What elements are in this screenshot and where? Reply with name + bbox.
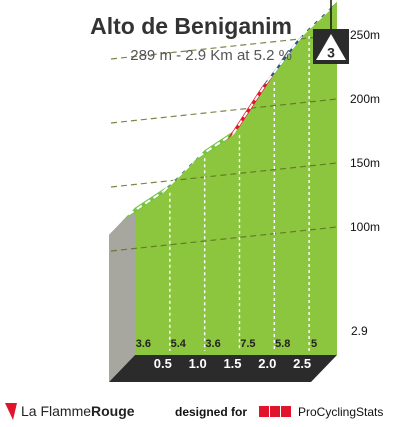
gradient-segment xyxy=(261,27,310,88)
segment-centre-line xyxy=(127,190,164,216)
segment-gradient-label: 3.6 xyxy=(205,338,220,350)
total-distance-label: 2.9 xyxy=(351,324,368,338)
y-tick-label: 100m xyxy=(350,220,380,234)
grid-line xyxy=(110,162,338,188)
distance-label: 2.0 xyxy=(258,356,276,371)
climb-stats: 289 m - 2.9 Km at 5.2 % xyxy=(130,47,292,64)
segment-centre-line xyxy=(197,133,234,158)
distance-label: 2.5 xyxy=(293,356,311,371)
profile-marks xyxy=(110,0,338,351)
pcs-logo-icon xyxy=(259,406,291,417)
distance-label: 0.5 xyxy=(154,356,172,371)
segment-gradient-label: 3.6 xyxy=(136,338,151,350)
logo-text-left: La Flamme xyxy=(21,403,91,419)
grid-line xyxy=(110,34,338,60)
segment-gradient-label: 5.4 xyxy=(171,338,187,350)
distance-band xyxy=(109,355,337,382)
y-tick-label: 250m xyxy=(350,28,380,42)
distance-label: 1.0 xyxy=(189,356,207,371)
category-number: 3 xyxy=(327,45,335,61)
pcs-name-text: ProCyclingStats xyxy=(298,405,383,419)
climb-title: Alto de Beniganim xyxy=(90,13,292,39)
segment-gradient-label: 7.5 xyxy=(240,338,255,350)
grid-line xyxy=(110,226,338,252)
segment-centre-line xyxy=(301,7,332,36)
segment-gradient-label: 5.8 xyxy=(275,338,290,350)
distance-label: 1.5 xyxy=(223,356,241,371)
grid-line xyxy=(110,98,338,124)
flag-icon xyxy=(5,403,17,420)
profile-labels: 100m 150m 200m 250m 3.6 5.4 3.6 7.5 5.8 5 0.5 1.0 1.… xyxy=(136,28,380,371)
y-tick-label: 150m xyxy=(350,156,380,170)
logo-text-right: Rouge xyxy=(91,403,135,419)
triangle-icon xyxy=(316,34,346,60)
category-badge: 3 xyxy=(313,29,349,64)
profile-side-face xyxy=(109,207,135,382)
segment-centre-line xyxy=(162,156,199,193)
y-tick-label: 200m xyxy=(350,92,380,106)
la-flamme-rouge-logo: La Flamme Rouge xyxy=(5,403,135,420)
segment-centre-line xyxy=(232,80,269,135)
designed-for-text: designed for xyxy=(175,405,247,419)
footer-credit: designed for ProCyclingStats xyxy=(175,405,383,419)
profile-front-face xyxy=(135,1,337,355)
segment-gradient-label: 5 xyxy=(311,338,317,350)
profile-base xyxy=(109,1,337,382)
